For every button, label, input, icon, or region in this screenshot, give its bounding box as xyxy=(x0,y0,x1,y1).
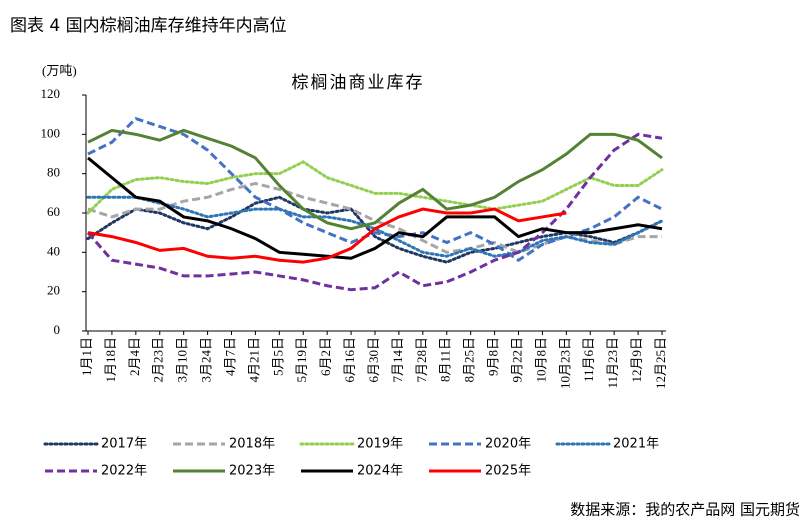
x-tick-label: 11月23日 xyxy=(605,337,620,389)
x-tick-label: 12月25日 xyxy=(653,337,668,389)
y-tick-label: 100 xyxy=(41,125,61,140)
legend-label: 2025年 xyxy=(485,464,531,479)
legend-label: 2019年 xyxy=(357,437,403,452)
y-tick-label: 60 xyxy=(47,204,60,219)
legend-label: 2020年 xyxy=(485,437,531,452)
page-header: 图表 4 国内棕榈油库存维持年内高位 xyxy=(10,16,287,36)
y-tick-label: 40 xyxy=(47,243,60,258)
x-tick-label: 6月30日 xyxy=(366,337,381,383)
x-tick-label: 2月4日 xyxy=(127,337,142,376)
x-tick-label: 3月24日 xyxy=(199,337,214,383)
x-tick-label: 9月22日 xyxy=(509,337,524,383)
x-tick-label: 5月5日 xyxy=(270,337,285,376)
x-tick-label: 6月2日 xyxy=(318,337,333,376)
x-tick-label: 8月11日 xyxy=(438,337,453,382)
y-tick-label: 80 xyxy=(47,165,60,180)
chart-title: 棕榈油商业库存 xyxy=(292,73,425,92)
source: 数据来源：我的农产品网 国元期货 xyxy=(570,501,800,519)
x-tick-label: 6月16日 xyxy=(342,337,357,383)
x-tick-label: 8月25日 xyxy=(462,337,477,383)
legend-label: 2017年 xyxy=(101,437,147,452)
legend-label: 2024年 xyxy=(357,464,403,479)
legend-label: 2022年 xyxy=(101,464,147,479)
series-line xyxy=(86,132,663,292)
x-tick-label: 10月8日 xyxy=(533,337,548,383)
x-tick-label: 4月7日 xyxy=(222,337,237,376)
series-line xyxy=(86,160,664,215)
x-tick-label: 1月1日 xyxy=(79,337,94,376)
x-tick-label: 4月21日 xyxy=(246,337,261,383)
y-tick-label: 0 xyxy=(54,322,61,337)
x-tick-label: 1月18日 xyxy=(103,337,118,383)
legend-label: 2021年 xyxy=(613,437,659,452)
x-tick-label: 9月8日 xyxy=(486,337,501,376)
legend-label: 2018年 xyxy=(229,437,275,452)
x-tick-label: 7月14日 xyxy=(390,337,405,383)
x-tick-label: 3月10日 xyxy=(175,337,190,383)
series-line xyxy=(87,181,662,254)
x-tick-label: 11月6日 xyxy=(581,337,596,382)
x-tick-label: 2月23日 xyxy=(151,337,166,383)
x-tick-label: 12月9日 xyxy=(629,337,644,383)
series-line xyxy=(87,207,567,264)
x-tick-label: 10月23日 xyxy=(557,337,572,389)
y-tick-label: 20 xyxy=(47,283,60,298)
series-line xyxy=(87,128,663,231)
legend-label: 2023年 xyxy=(229,464,275,479)
x-tick-label: 5月19日 xyxy=(294,337,309,383)
y-tick-label: 120 xyxy=(41,86,61,101)
series-line xyxy=(87,156,663,260)
x-tick-label: 7月28日 xyxy=(414,337,429,383)
y-unit: (万吨) xyxy=(42,63,77,78)
